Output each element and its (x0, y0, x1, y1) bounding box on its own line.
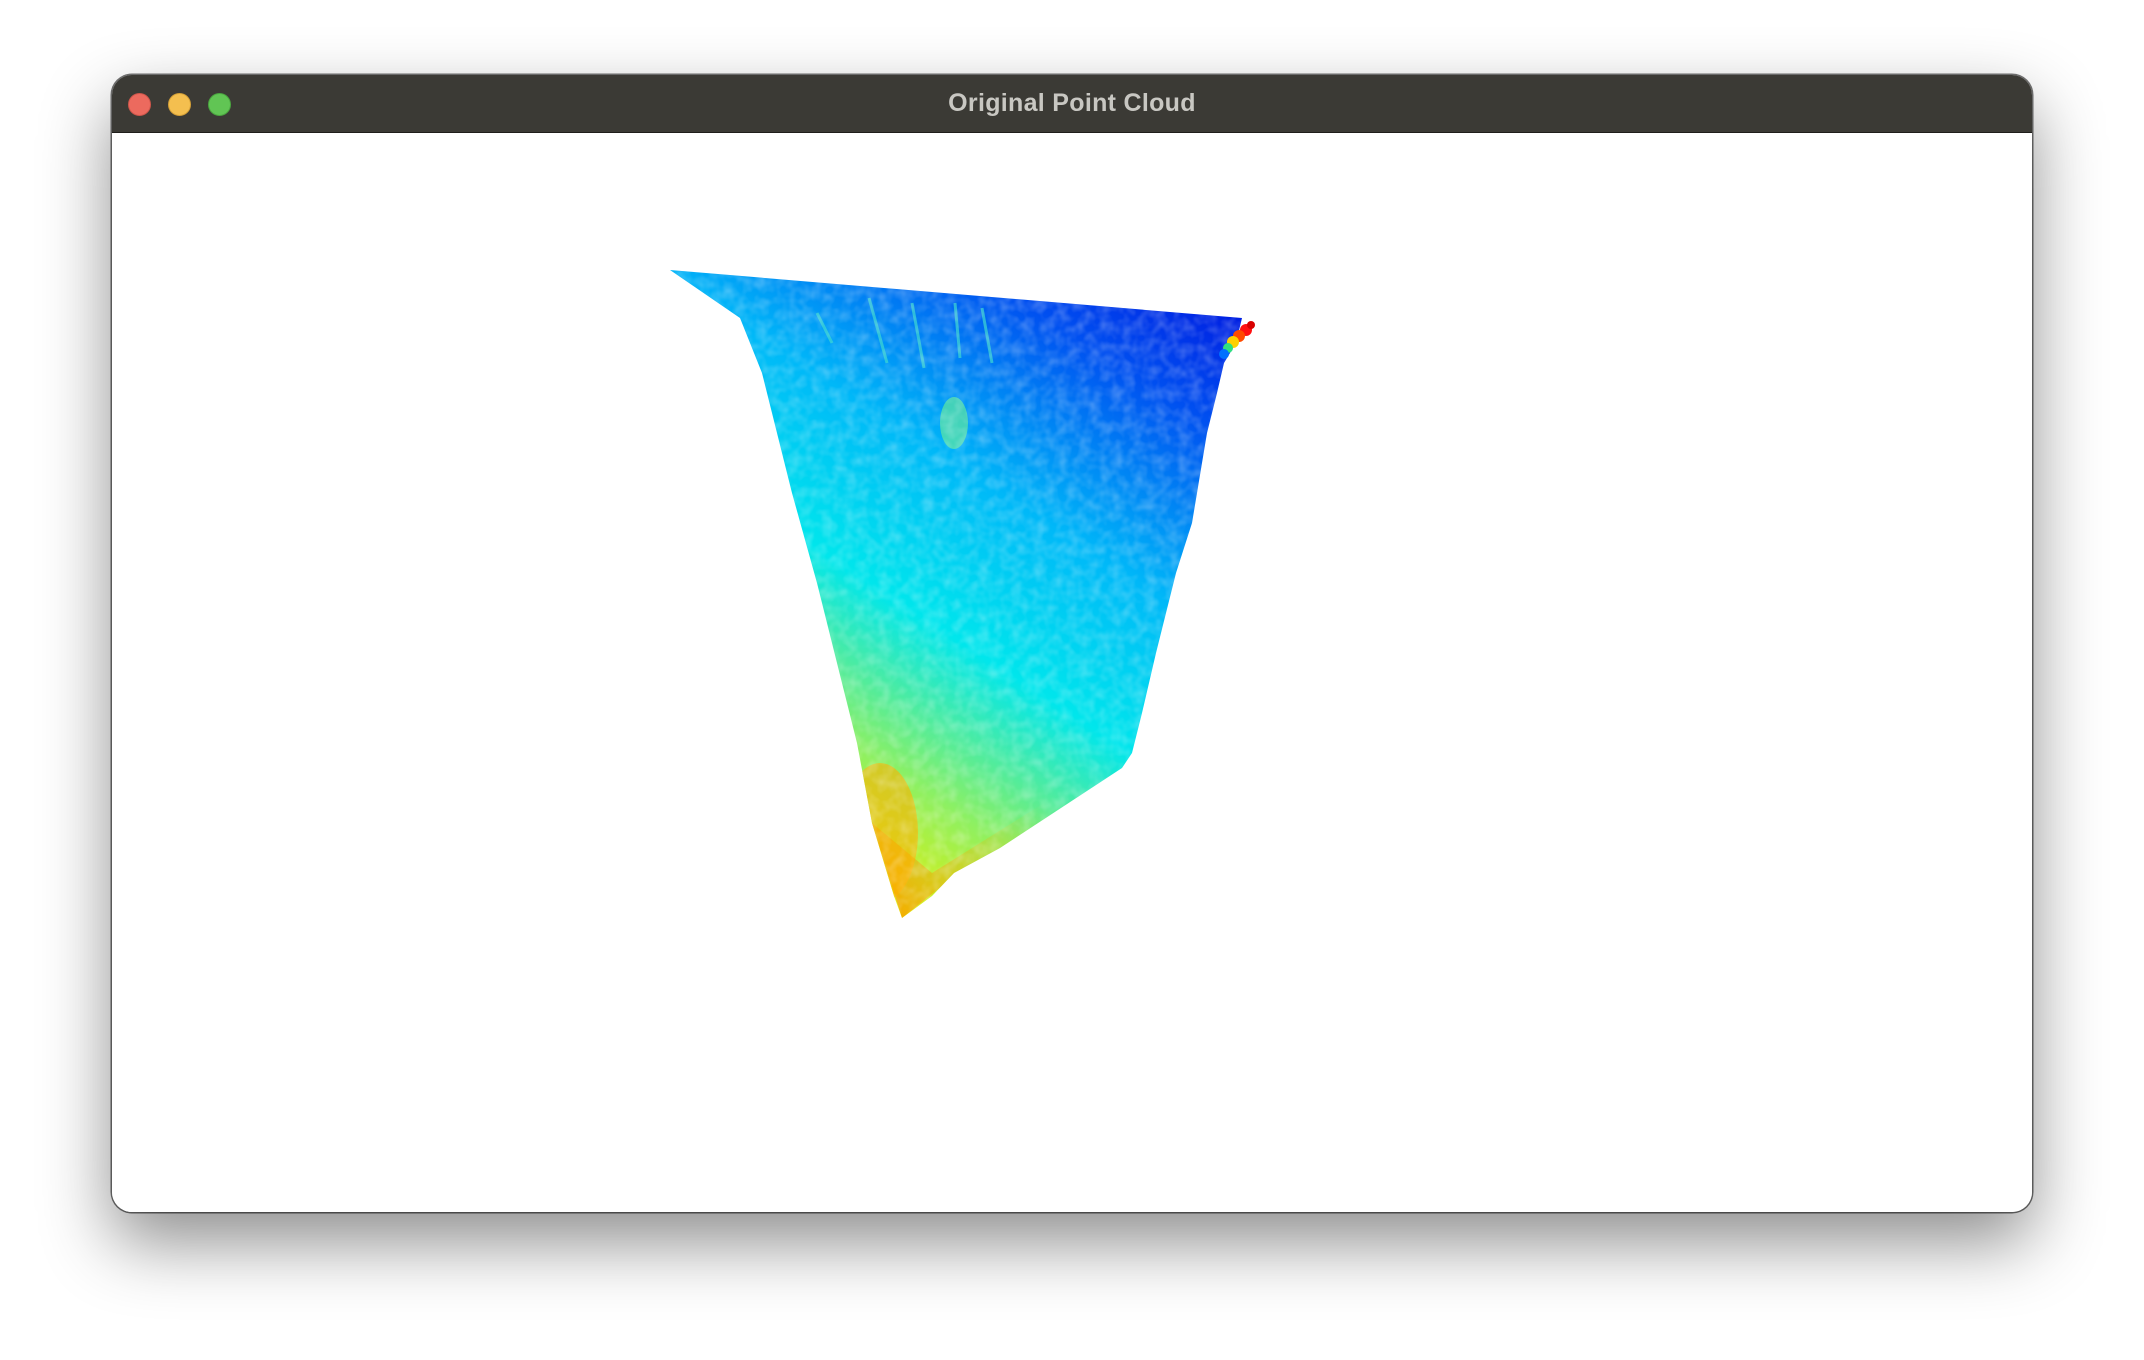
point-speckle (670, 270, 1242, 918)
point-cloud-canvas[interactable] (112, 133, 2032, 1212)
close-button[interactable] (128, 93, 151, 116)
zoom-button[interactable] (208, 93, 231, 116)
point-cloud (670, 270, 1255, 918)
app-window: Original Point Cloud (112, 75, 2032, 1212)
outlier-points (1219, 321, 1255, 359)
point-cloud-viewport[interactable] (112, 133, 2032, 1212)
minimize-button[interactable] (168, 93, 191, 116)
window-title: Original Point Cloud (948, 89, 1196, 117)
title-bar[interactable]: Original Point Cloud (112, 75, 2032, 133)
